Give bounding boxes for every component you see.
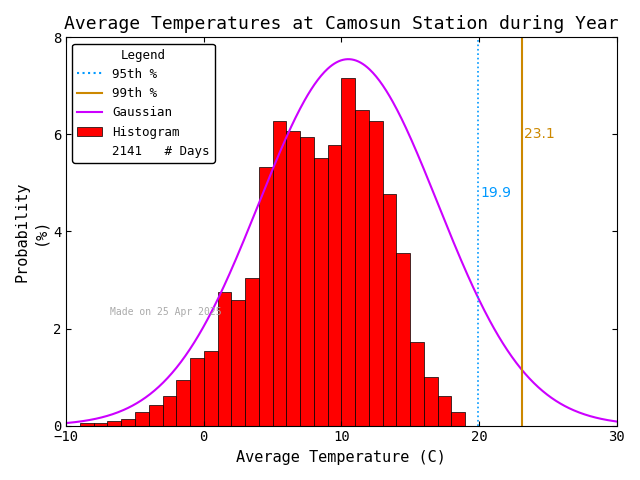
Title: Average Temperatures at Camosun Station during Year: Average Temperatures at Camosun Station …: [64, 15, 619, 33]
X-axis label: Average Temperature (C): Average Temperature (C): [236, 450, 446, 465]
Bar: [396, 253, 410, 426]
Text: 19.9: 19.9: [481, 186, 511, 200]
Bar: [148, 405, 163, 426]
Bar: [286, 131, 300, 426]
Bar: [231, 300, 245, 426]
Bar: [163, 396, 176, 426]
Bar: [204, 351, 218, 426]
Bar: [245, 278, 259, 426]
Bar: [383, 194, 396, 426]
Text: Made on 25 Apr 2025: Made on 25 Apr 2025: [110, 307, 222, 317]
Bar: [314, 158, 328, 426]
Bar: [451, 412, 465, 426]
Bar: [341, 78, 355, 426]
Bar: [176, 381, 190, 426]
Bar: [328, 144, 341, 426]
Bar: [108, 421, 121, 426]
Bar: [369, 121, 383, 426]
Bar: [80, 423, 93, 426]
Bar: [218, 292, 231, 426]
Bar: [438, 396, 451, 426]
Bar: [410, 342, 424, 426]
Y-axis label: Probability
(%): Probability (%): [15, 181, 47, 282]
Bar: [259, 167, 273, 426]
Bar: [424, 377, 438, 426]
Bar: [93, 423, 108, 426]
Text: 23.1: 23.1: [524, 127, 555, 142]
Bar: [300, 137, 314, 426]
Legend: 95th %, 99th %, Gaussian, Histogram, 2141   # Days: 95th %, 99th %, Gaussian, Histogram, 214…: [72, 44, 215, 163]
Bar: [190, 358, 204, 426]
Bar: [121, 419, 135, 426]
Bar: [355, 109, 369, 426]
Bar: [273, 121, 286, 426]
Bar: [135, 412, 148, 426]
